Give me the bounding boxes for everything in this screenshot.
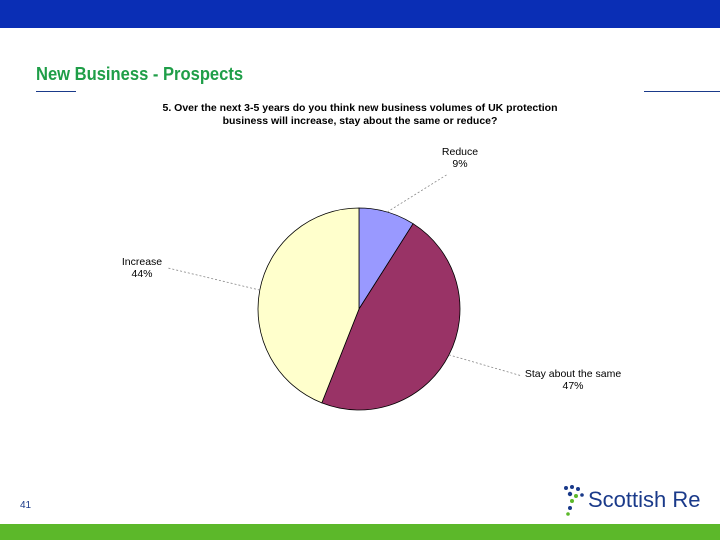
label-reduce-name: Reduce	[441, 146, 479, 158]
pie-slice-increase	[257, 207, 360, 404]
scottish-re-logo: Scottish Re	[562, 484, 701, 518]
chart-title-line-2: business will increase, stay about the s…	[222, 115, 498, 127]
leader-increase	[167, 267, 260, 291]
page-number: 41	[20, 500, 32, 511]
pie-slice-stay	[321, 223, 461, 411]
label-reduce: Reduce 9%	[430, 146, 490, 170]
title-rule-right	[644, 91, 720, 92]
chart-title: 5. Over the next 3-5 years do you think …	[140, 102, 580, 128]
title-rule-left	[36, 91, 76, 92]
chart-title-line-1: 5. Over the next 3-5 years do you think …	[162, 102, 558, 114]
slide-title: New Business - Prospects	[36, 64, 244, 84]
logo-text: Scottish Re	[588, 487, 701, 512]
leader-reduce	[386, 173, 449, 213]
label-reduce-value: 9%	[452, 158, 468, 170]
label-increase: Increase 44%	[112, 256, 172, 280]
label-increase-name: Increase	[121, 256, 163, 268]
logo-dots-icon	[564, 485, 584, 516]
label-stay-value: 47%	[562, 380, 584, 392]
label-stay-name: Stay about the same	[524, 368, 622, 380]
label-increase-value: 44%	[131, 268, 153, 280]
top-bar	[0, 0, 720, 28]
label-stay: Stay about the same 47%	[513, 368, 633, 392]
bottom-bar	[0, 524, 720, 540]
leader-stay	[448, 354, 523, 377]
